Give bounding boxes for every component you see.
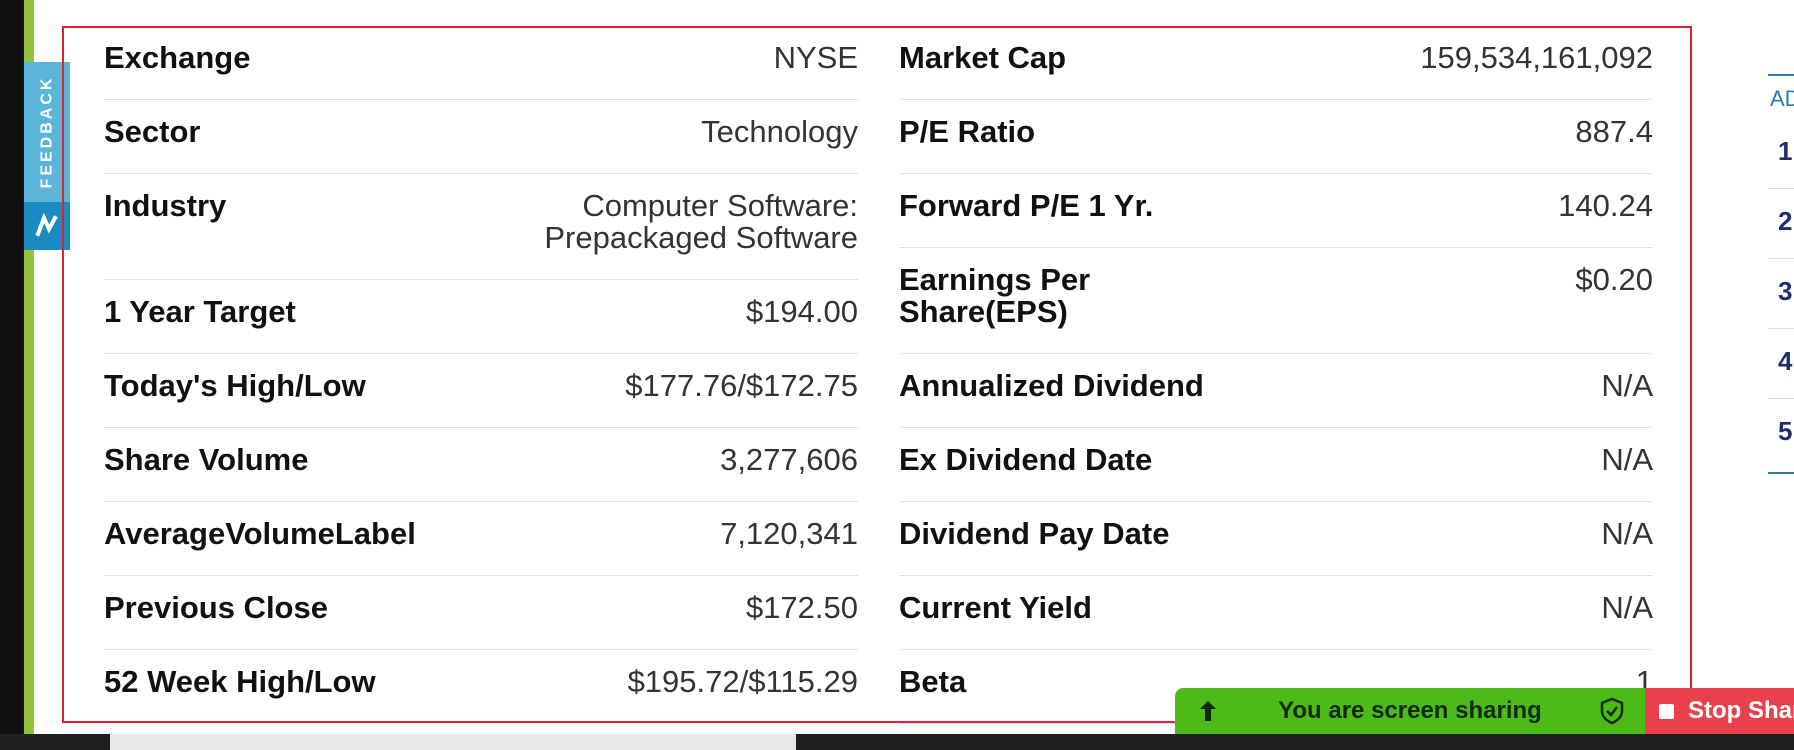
side-list-divider	[1768, 258, 1794, 259]
side-list-number[interactable]: 5	[1778, 416, 1793, 446]
stop-share-button[interactable]: Stop Share	[1645, 688, 1794, 734]
row-value: N/A	[1601, 590, 1653, 625]
row-value: $0.20	[1575, 262, 1653, 297]
feedback-label: FEEDBACK	[38, 75, 56, 189]
summary-row-1yr-target: 1 Year Target $194.00	[104, 280, 858, 354]
side-list-number[interactable]: 2	[1778, 206, 1793, 236]
summary-row-current-yield: Current Yield N/A	[899, 576, 1653, 650]
row-label: Beta	[899, 664, 967, 699]
row-label: Industry	[104, 188, 227, 223]
row-label: 1 Year Target	[104, 294, 296, 329]
summary-row-industry: Industry Computer Software: Prepackaged …	[104, 174, 858, 280]
row-value: 887.4	[1575, 114, 1653, 149]
row-label: Today's High/Low	[104, 368, 366, 403]
row-value: $177.76/$172.75	[625, 368, 858, 403]
row-label: Current Yield	[899, 590, 1092, 625]
summary-row-previous-close: Previous Close $172.50	[104, 576, 858, 650]
row-label: Share Volume	[104, 442, 309, 477]
side-list-number[interactable]: 3	[1778, 276, 1793, 306]
side-list-divider	[1768, 398, 1794, 399]
screen-share-message: You are screen sharing	[1278, 697, 1542, 724]
taskbar-strip	[0, 734, 1794, 750]
row-label: Annualized Dividend	[899, 368, 1204, 403]
summary-row-sector: Sector Technology	[104, 100, 858, 174]
row-value: N/A	[1601, 516, 1653, 551]
summary-row-annualized-dividend: Annualized Dividend N/A	[899, 354, 1653, 428]
row-label: 52 Week High/Low	[104, 664, 376, 699]
row-label: Earnings Per Share(EPS)	[899, 262, 1091, 329]
summary-row-exchange: Exchange NYSE	[104, 26, 858, 100]
stop-share-label: Stop Share	[1688, 697, 1794, 724]
row-label: Forward P/E 1 Yr.	[899, 188, 1154, 223]
summary-row-ex-dividend-date: Ex Dividend Date N/A	[899, 428, 1653, 502]
row-label: Dividend Pay Date	[899, 516, 1170, 551]
row-value: N/A	[1601, 368, 1653, 403]
side-ranked-list: AD 1 2 3 4 5	[1768, 74, 1794, 474]
row-value: N/A	[1601, 442, 1653, 477]
row-label: Previous Close	[104, 590, 328, 625]
screen-share-banner: You are screen sharing	[1175, 688, 1645, 734]
row-label: Ex Dividend Date	[899, 442, 1153, 477]
row-value: 159,534,161,092	[1420, 40, 1653, 75]
summary-row-dividend-pay-date: Dividend Pay Date N/A	[899, 502, 1653, 576]
row-label: Sector	[104, 114, 201, 149]
row-value: $172.50	[745, 590, 858, 625]
summary-row-today-high-low: Today's High/Low $177.76/$172.75	[104, 354, 858, 428]
left-accent-stripe	[24, 0, 34, 750]
left-edge-bar	[0, 0, 24, 750]
row-label: P/E Ratio	[899, 114, 1036, 149]
side-list-number[interactable]: 1	[1778, 136, 1793, 166]
side-list-number[interactable]: 4	[1778, 346, 1793, 376]
summary-left-column: Exchange NYSE Sector Technology Industry…	[104, 26, 858, 724]
summary-row-share-volume: Share Volume 3,277,606	[104, 428, 858, 502]
row-label: Market Cap	[899, 40, 1067, 75]
share-arrow-icon	[1200, 701, 1216, 721]
summary-row-52-week-high-low: 52 Week High/Low $195.72/$115.29	[104, 650, 858, 724]
taskbar-light-segment	[110, 734, 796, 750]
row-label: Exchange	[104, 40, 251, 75]
row-label: AverageVolumeLabel	[104, 516, 416, 551]
side-list-divider	[1768, 188, 1794, 189]
row-value: Computer Software: Prepackaged Software	[544, 188, 858, 255]
side-list-top-divider	[1768, 74, 1794, 76]
row-value: Technology	[701, 114, 858, 149]
side-list-tab[interactable]: AD	[1770, 86, 1794, 111]
shield-check-icon	[1600, 697, 1624, 725]
summary-row-forward-pe: Forward P/E 1 Yr. 140.24	[899, 174, 1653, 248]
summary-row-average-volume: AverageVolumeLabel 7,120,341	[104, 502, 858, 576]
row-value: 140.24	[1558, 188, 1653, 223]
row-value: 3,277,606	[720, 442, 858, 477]
side-list-bottom-divider	[1768, 472, 1794, 474]
stop-icon	[1659, 703, 1674, 719]
summary-row-eps: Earnings Per Share(EPS) $0.20	[899, 248, 1653, 354]
row-value: $195.72/$115.29	[627, 664, 858, 699]
row-value: $194.00	[745, 294, 858, 329]
row-value: 7,120,341	[720, 516, 858, 551]
summary-row-pe-ratio: P/E Ratio 887.4	[899, 100, 1653, 174]
highlight-frame	[62, 26, 1692, 723]
summary-right-column: Market Cap 159,534,161,092 P/E Ratio 887…	[899, 26, 1653, 724]
row-value: NYSE	[773, 40, 858, 75]
side-list-divider	[1768, 328, 1794, 329]
summary-row-market-cap: Market Cap 159,534,161,092	[899, 26, 1653, 100]
